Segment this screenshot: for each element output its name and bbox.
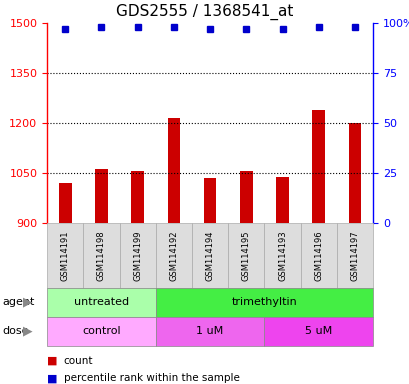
Text: GSM114191: GSM114191 bbox=[61, 230, 70, 281]
Text: agent: agent bbox=[2, 297, 34, 308]
Text: count: count bbox=[63, 356, 93, 366]
Text: trimethyltin: trimethyltin bbox=[231, 297, 297, 308]
Bar bbox=[131, 171, 144, 223]
Bar bbox=[95, 169, 108, 223]
Text: 5 uM: 5 uM bbox=[304, 326, 332, 336]
Text: ■: ■ bbox=[47, 373, 58, 383]
Bar bbox=[167, 118, 180, 223]
Bar bbox=[276, 177, 288, 223]
Text: ■: ■ bbox=[47, 356, 58, 366]
Text: untreated: untreated bbox=[74, 297, 129, 308]
Text: percentile rank within the sample: percentile rank within the sample bbox=[63, 373, 239, 383]
Text: dose: dose bbox=[2, 326, 29, 336]
Text: 1 uM: 1 uM bbox=[196, 326, 223, 336]
Text: GSM114193: GSM114193 bbox=[277, 230, 286, 281]
Text: ▶: ▶ bbox=[23, 296, 33, 309]
Text: GSM114196: GSM114196 bbox=[314, 230, 322, 281]
Text: GSM114197: GSM114197 bbox=[350, 230, 359, 281]
Text: GSM114198: GSM114198 bbox=[97, 230, 106, 281]
Text: GSM114194: GSM114194 bbox=[205, 230, 214, 281]
Bar bbox=[239, 171, 252, 223]
Text: control: control bbox=[82, 326, 121, 336]
Text: GDS2555 / 1368541_at: GDS2555 / 1368541_at bbox=[116, 4, 293, 20]
Bar bbox=[203, 178, 216, 223]
Bar bbox=[312, 109, 324, 223]
Text: GSM114199: GSM114199 bbox=[133, 230, 142, 281]
Bar bbox=[348, 123, 360, 223]
Text: ▶: ▶ bbox=[23, 325, 33, 338]
Text: GSM114195: GSM114195 bbox=[241, 230, 250, 281]
Text: GSM114192: GSM114192 bbox=[169, 230, 178, 281]
Bar bbox=[59, 183, 72, 223]
